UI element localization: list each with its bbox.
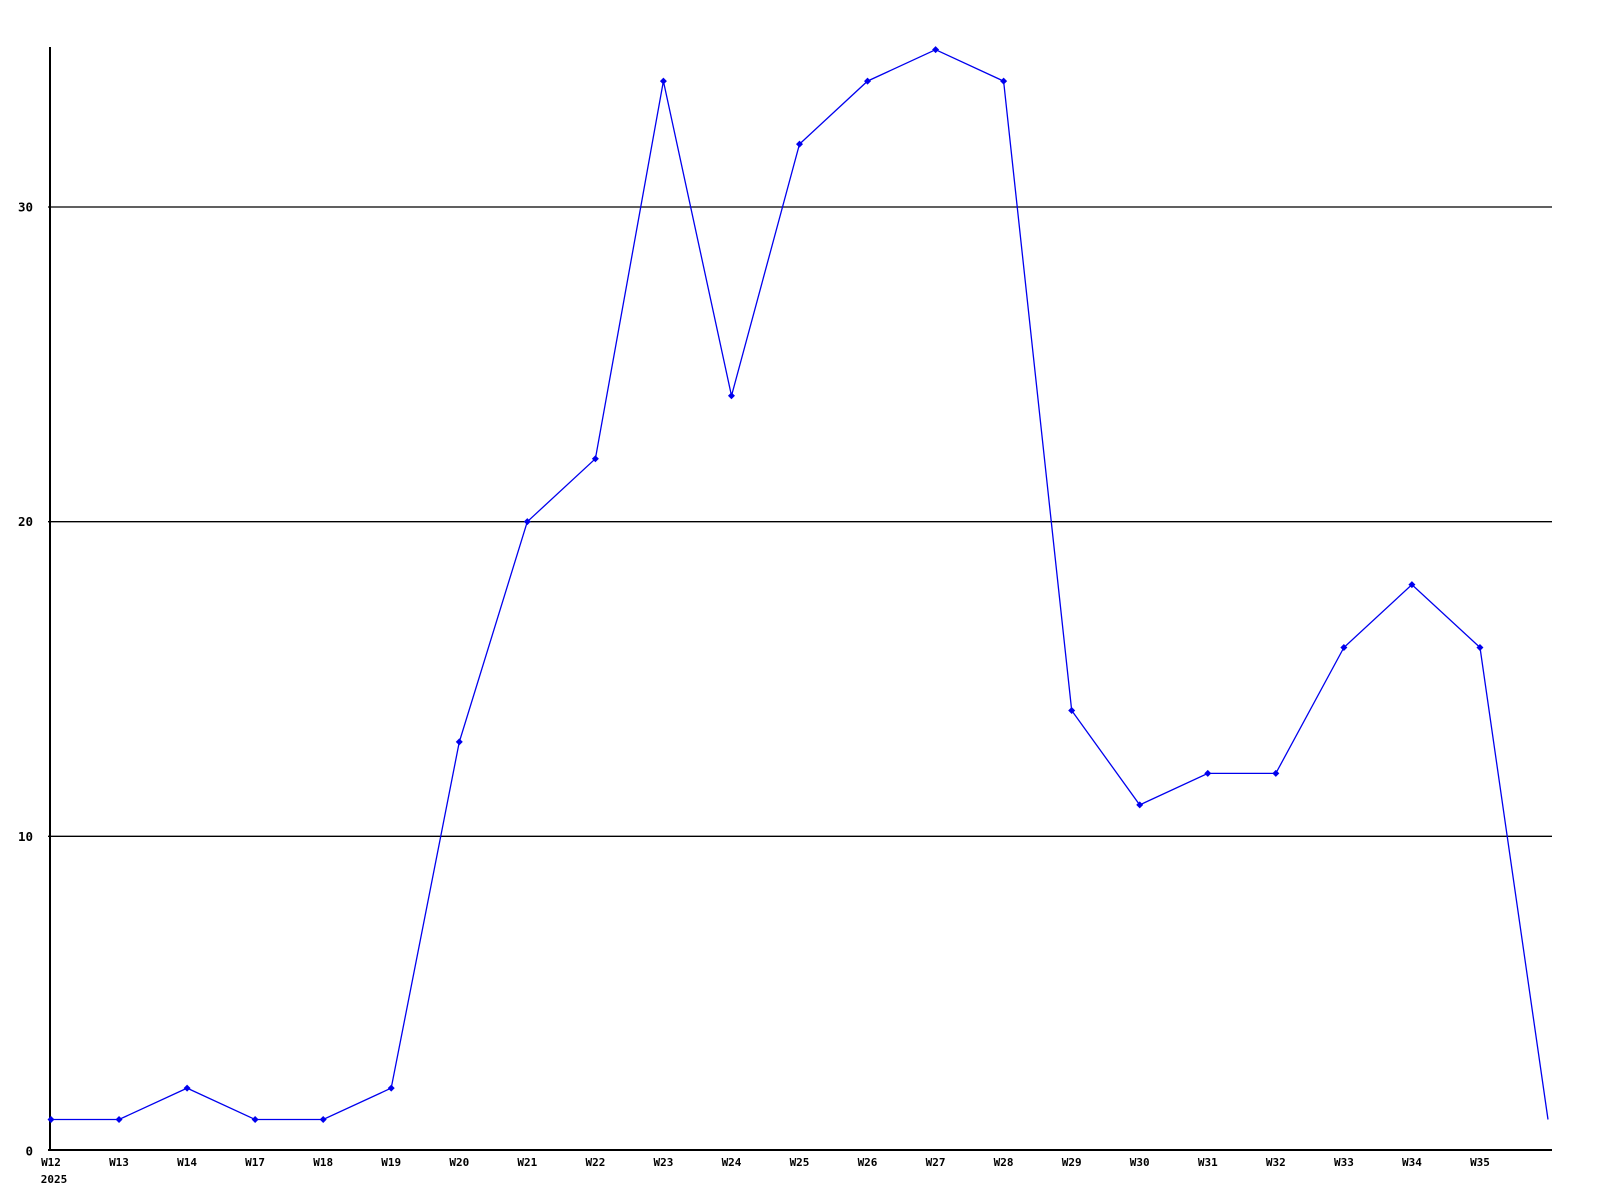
x-tick-label: W34	[1402, 1156, 1422, 1169]
x-tick-label: W20	[449, 1156, 469, 1169]
data-point-marker	[727, 392, 735, 400]
x-tick-label: W12	[41, 1156, 61, 1169]
x-tick-label: W23	[653, 1156, 673, 1169]
x-tick-label: W29	[1062, 1156, 1082, 1169]
data-point-marker	[1476, 644, 1484, 652]
data-point-marker	[251, 1116, 259, 1124]
x-tick-label: W24	[722, 1156, 742, 1169]
x-tick-label: W18	[313, 1156, 333, 1169]
x-tick-label: W22	[585, 1156, 605, 1169]
data-point-marker	[1136, 801, 1144, 809]
data-point-marker	[1272, 769, 1280, 777]
x-tick-label: W32	[1266, 1156, 1286, 1169]
x-tick-label: W35	[1470, 1156, 1490, 1169]
data-point-marker	[115, 1116, 123, 1124]
data-point-marker	[183, 1084, 191, 1092]
data-point-marker	[1408, 581, 1416, 589]
data-point-marker	[47, 1116, 55, 1124]
data-point-marker	[523, 518, 531, 526]
x-tick-label: W25	[790, 1156, 810, 1169]
y-tick-label: 0	[25, 1144, 33, 1159]
x-tick-label: W17	[245, 1156, 265, 1169]
data-point-marker	[387, 1084, 395, 1092]
x-tick-label: W28	[994, 1156, 1014, 1169]
x-tick-label: W33	[1334, 1156, 1354, 1169]
x-tick-label: W26	[858, 1156, 878, 1169]
data-point-marker	[1340, 644, 1348, 652]
x-tick-label: W19	[381, 1156, 401, 1169]
data-point-marker	[591, 455, 599, 463]
x-tick-label: W21	[517, 1156, 537, 1169]
data-point-marker	[864, 77, 872, 85]
y-tick-label: 30	[18, 200, 33, 215]
data-point-marker	[1068, 706, 1076, 714]
x-tick-label: W31	[1198, 1156, 1218, 1169]
x-tick-label: W30	[1130, 1156, 1150, 1169]
y-tick-label: 10	[18, 829, 33, 844]
data-point-marker	[796, 140, 803, 148]
x-tick-label: W14	[177, 1156, 197, 1169]
data-point-marker	[932, 46, 940, 54]
x-axis-year-label: 2025	[41, 1173, 68, 1186]
data-point-marker	[1204, 769, 1212, 777]
data-point-marker	[319, 1116, 327, 1124]
y-tick-label: 20	[18, 514, 33, 529]
data-point-marker	[659, 77, 667, 85]
x-tick-label: W27	[926, 1156, 946, 1169]
data-point-marker	[455, 738, 463, 746]
x-tick-label: W13	[109, 1156, 129, 1169]
data-point-marker	[1000, 77, 1008, 85]
